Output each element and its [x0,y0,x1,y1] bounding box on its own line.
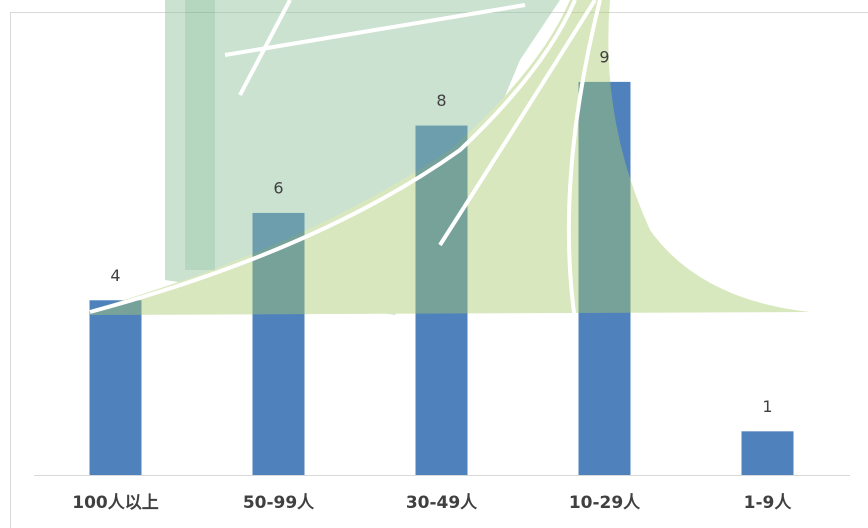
x-tick-label: 10-29人 [569,493,641,513]
x-tick-label: 50-99人 [243,493,315,513]
x-tick-label: 30-49人 [406,493,478,513]
watermark-lines [89,0,602,321]
bar [89,300,142,475]
chart-frame [10,12,868,528]
value-label: 9 [599,47,609,66]
value-label: 4 [110,266,120,285]
bar [415,125,468,475]
value-label: 6 [273,178,283,197]
bar [578,81,631,476]
x-tick-label: 100人以上 [72,493,159,513]
x-tick-label: 1-9人 [744,493,793,513]
watermark-shape [165,0,560,315]
value-label: 8 [436,91,446,110]
bar-layer [89,81,794,476]
bar [741,431,794,475]
value-label: 1 [762,397,772,416]
